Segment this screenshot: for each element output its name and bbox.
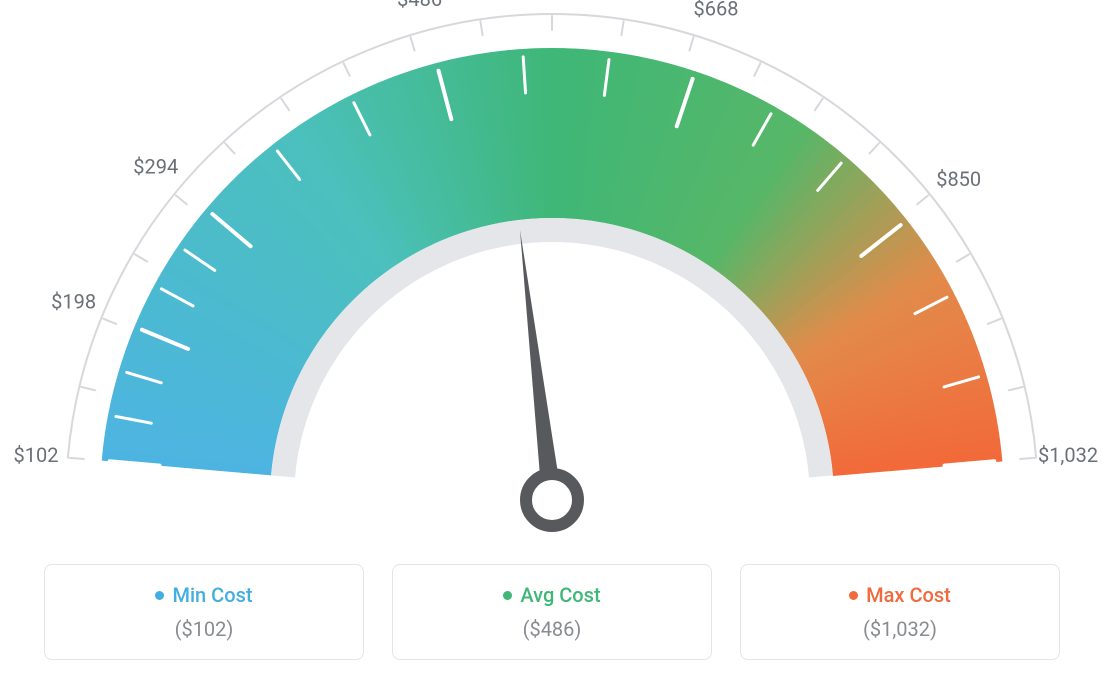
gauge-minor-tick (410, 37, 414, 50)
gauge-minor-tick (1020, 458, 1034, 459)
gauge-minor-tick (103, 319, 116, 324)
legend-card-max: Max Cost ($1,032) (740, 564, 1060, 660)
legend-label-min: Min Cost (172, 583, 252, 607)
dot-max (849, 591, 858, 600)
legend-label-avg: Avg Cost (520, 583, 600, 607)
gauge-minor-tick (689, 37, 693, 50)
gauge-tick-label: $102 (13, 443, 58, 467)
gauge-tick-label: $294 (133, 154, 178, 178)
gauge-tick-label: $668 (694, 0, 739, 21)
gauge-minor-tick (815, 99, 823, 111)
legend-card-avg: Avg Cost ($486) (392, 564, 712, 660)
gauge-minor-tick (988, 319, 1001, 324)
dot-avg (503, 591, 512, 600)
gauge-minor-tick (176, 195, 187, 204)
gauge-minor-tick (870, 143, 879, 153)
gauge-minor-tick (957, 254, 969, 261)
gauge-minor-tick (621, 21, 623, 35)
gauge-tick-label: $198 (51, 289, 96, 313)
gauge-minor-tick (1009, 387, 1023, 390)
gauge-chart: $102 $198 $294 $486 $668 $850 $1,032 (0, 0, 1104, 560)
gauge-minor-tick (70, 458, 84, 459)
legend-card-min: Min Cost ($102) (44, 564, 364, 660)
legend-value-max: ($1,032) (751, 617, 1049, 641)
gauge-arc (102, 48, 1003, 476)
gauge-tick-label: $850 (936, 167, 981, 191)
gauge-minor-tick (281, 99, 289, 111)
gauge-tick-label: $486 (397, 0, 442, 11)
gauge-minor-tick (344, 63, 350, 76)
legend-label-max: Max Cost (866, 583, 951, 607)
gauge-minor-tick (754, 63, 760, 76)
legend-value-min: ($102) (55, 617, 353, 641)
gauge-minor-tick (225, 143, 234, 153)
dot-min (155, 591, 164, 600)
legend-value-avg: ($486) (403, 617, 701, 641)
gauge-minor-tick (135, 254, 147, 261)
gauge-needle-hub (526, 474, 578, 526)
gauge-minor-tick (81, 387, 95, 390)
gauge-tick-label: $1,032 (1038, 443, 1098, 467)
legend-row: Min Cost ($102) Avg Cost ($486) Max Cost… (0, 560, 1104, 660)
gauge-needle (520, 230, 562, 501)
gauge-minor-tick (480, 21, 482, 35)
gauge-minor-tick (917, 195, 928, 204)
